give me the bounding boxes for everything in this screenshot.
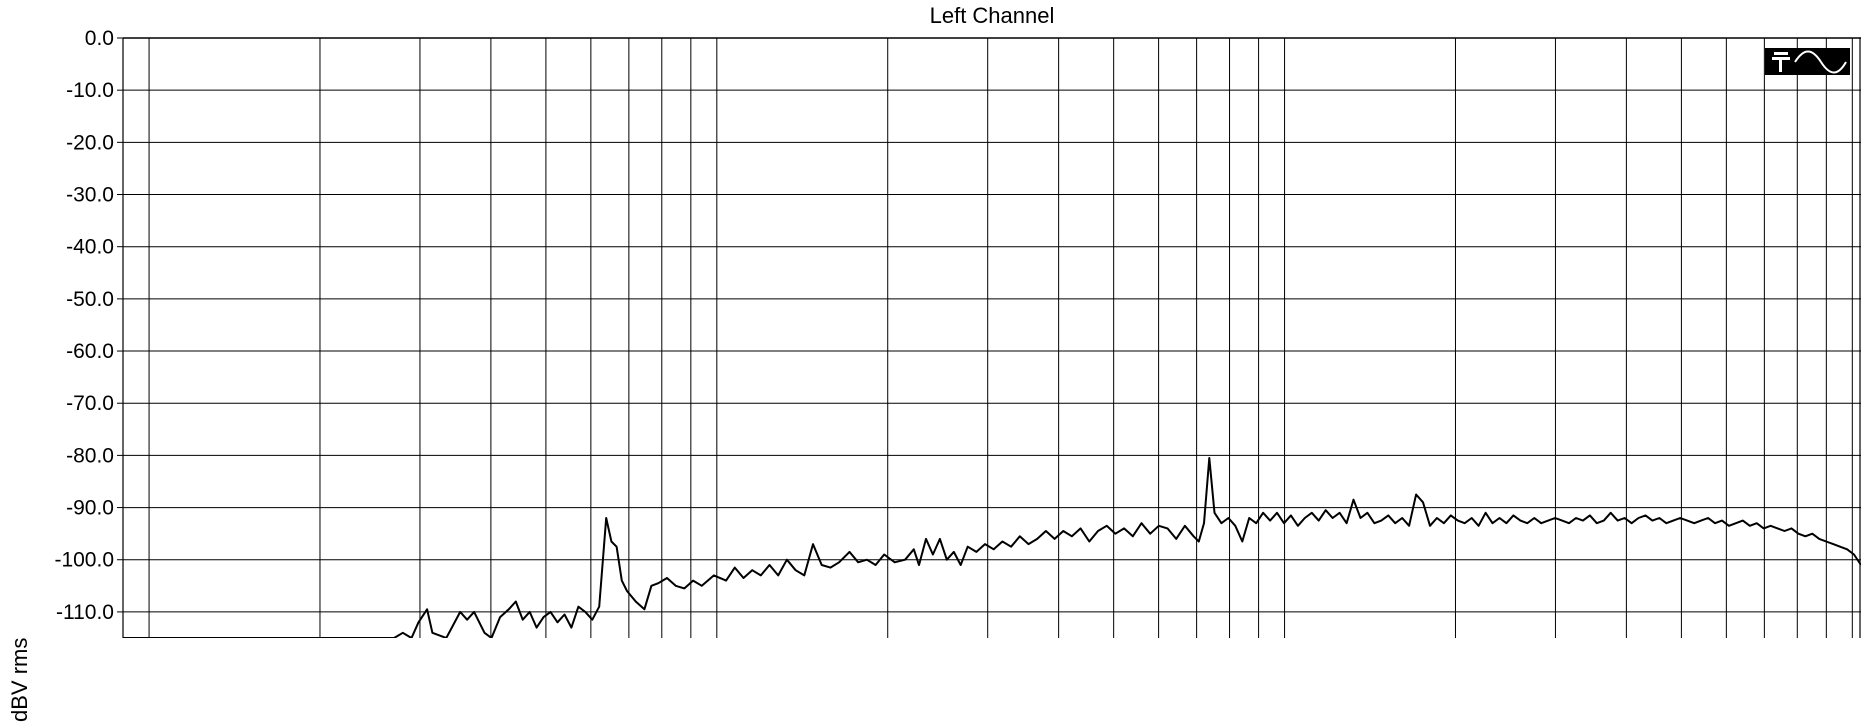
y-tick-label: -50.0: [66, 288, 114, 311]
grid-lines: [122, 37, 1861, 638]
chart-title: Left Channel: [929, 3, 1055, 28]
y-tick-label: -110.0: [56, 601, 114, 624]
y-tick-label: -100.0: [54, 549, 114, 572]
generator-waveform-icon: [1765, 48, 1850, 75]
y-tick-label: -10.0: [66, 79, 114, 102]
y-tick-label: 0.0: [85, 27, 114, 50]
y-tick-label: -90.0: [66, 497, 114, 520]
series-line: [123, 457, 1861, 638]
y-tick-label: -70.0: [66, 392, 114, 415]
y-tick-label: -30.0: [66, 184, 114, 207]
spectrum-chart: 0.0 -10.0 -20.0 -30.0 -40.0 -50.0 -60.0 -70.0 -8…: [54, 27, 1861, 638]
y-tick-label: -80.0: [66, 444, 114, 467]
y-tick-label: -60.0: [66, 340, 114, 363]
y-axis-label: dBV rms: [7, 637, 32, 722]
y-axis-label-wrap: dBV rms: [2, 400, 32, 722]
y-tick-label: -40.0: [66, 236, 114, 259]
y-tick-label: -20.0: [66, 131, 114, 154]
y-axis-ticks: 0.0 -10.0 -20.0 -30.0 -40.0 -50.0 -60.0 -70.0 -8…: [54, 27, 123, 624]
series-group: [123, 457, 1861, 638]
